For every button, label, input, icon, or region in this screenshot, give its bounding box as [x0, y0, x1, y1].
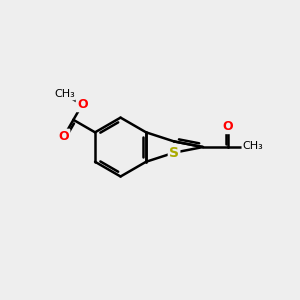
- Text: CH₃: CH₃: [54, 89, 75, 99]
- Text: CH₃: CH₃: [243, 141, 263, 151]
- Text: O: O: [223, 120, 233, 133]
- Text: O: O: [58, 130, 69, 143]
- Text: O: O: [77, 98, 88, 111]
- Text: S: S: [169, 146, 179, 160]
